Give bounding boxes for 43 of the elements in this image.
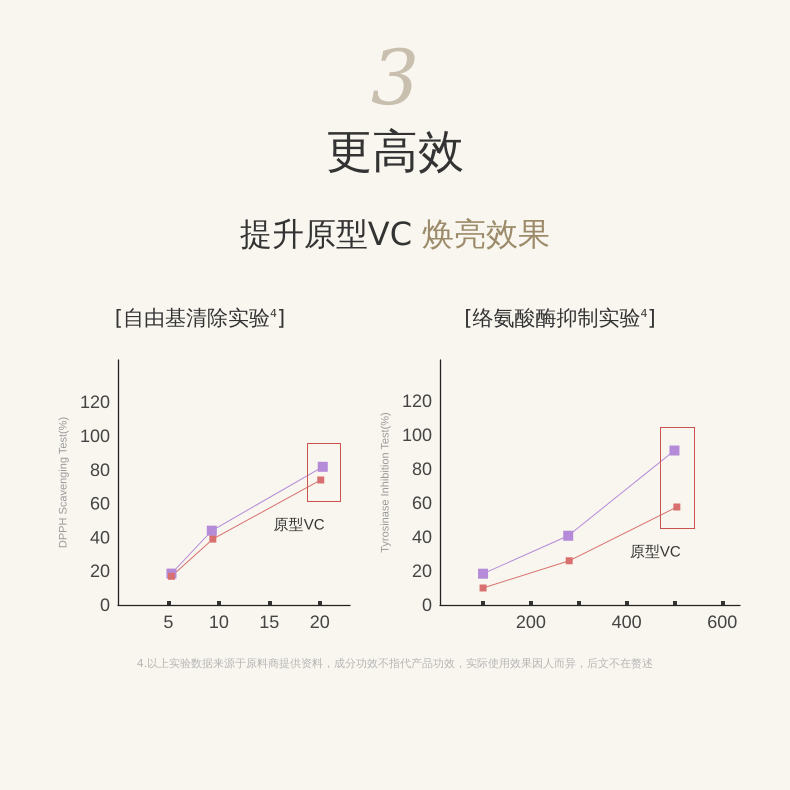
- x-tick-label: 5: [163, 612, 174, 632]
- x-tick-label: 15: [259, 612, 280, 632]
- y-tick-label: 80: [90, 460, 110, 480]
- text: 焕亮效果: [422, 215, 550, 253]
- y-tick-label: 20: [412, 560, 432, 581]
- y-tick-label: 80: [412, 458, 432, 479]
- x-tick-label: 20: [310, 612, 330, 632]
- y-tick-label: 0: [100, 595, 110, 615]
- point: [209, 536, 216, 543]
- series-label: 原型VC: [630, 544, 681, 560]
- series-label: 原型VC: [274, 516, 325, 534]
- point: [566, 557, 573, 564]
- text: 3: [370, 33, 420, 122]
- text: 4.以上实验数据来源于原料商提供资料，成分功效不指代产品功效，实际使用效果因人而异，后文不在赘述: [136, 657, 654, 670]
- y-tick-label: 40: [412, 526, 432, 547]
- point: [168, 572, 175, 580]
- point: [673, 504, 680, 510]
- y-tick-label: 120: [402, 390, 432, 411]
- text: 提升原型VC: [240, 215, 414, 253]
- y-axis-title: Tyrosinase Inhibition Test(%): [380, 412, 392, 553]
- point: [318, 462, 328, 472]
- y-tick-label: 60: [412, 492, 432, 513]
- x-tick-label: 600: [707, 612, 738, 632]
- y-tick-label: 60: [90, 494, 110, 514]
- point: [478, 568, 488, 579]
- y-tick-label: 100: [402, 424, 432, 445]
- y-tick-label: 100: [80, 426, 110, 446]
- x-tick-label: 10: [208, 612, 229, 632]
- x-tick-label: 200: [516, 612, 546, 632]
- text: 更高效: [325, 124, 465, 178]
- point: [669, 446, 680, 456]
- y-tick-label: 40: [90, 527, 110, 548]
- chart-title: [络氨酸酶抑制实验$^{4}$]: [463, 305, 657, 332]
- chart-title: [自由基清除实验$^{4}$]: [114, 305, 286, 332]
- point: [563, 530, 574, 541]
- y-axis-title: DPPH Scavenging Test(%): [58, 416, 70, 548]
- point: [480, 584, 487, 592]
- point: [206, 526, 217, 536]
- y-tick-label: 120: [80, 392, 110, 412]
- y-tick-label: 0: [422, 595, 432, 615]
- y-tick-label: 20: [90, 561, 110, 582]
- x-tick-label: 400: [612, 612, 642, 632]
- point: [317, 476, 324, 484]
